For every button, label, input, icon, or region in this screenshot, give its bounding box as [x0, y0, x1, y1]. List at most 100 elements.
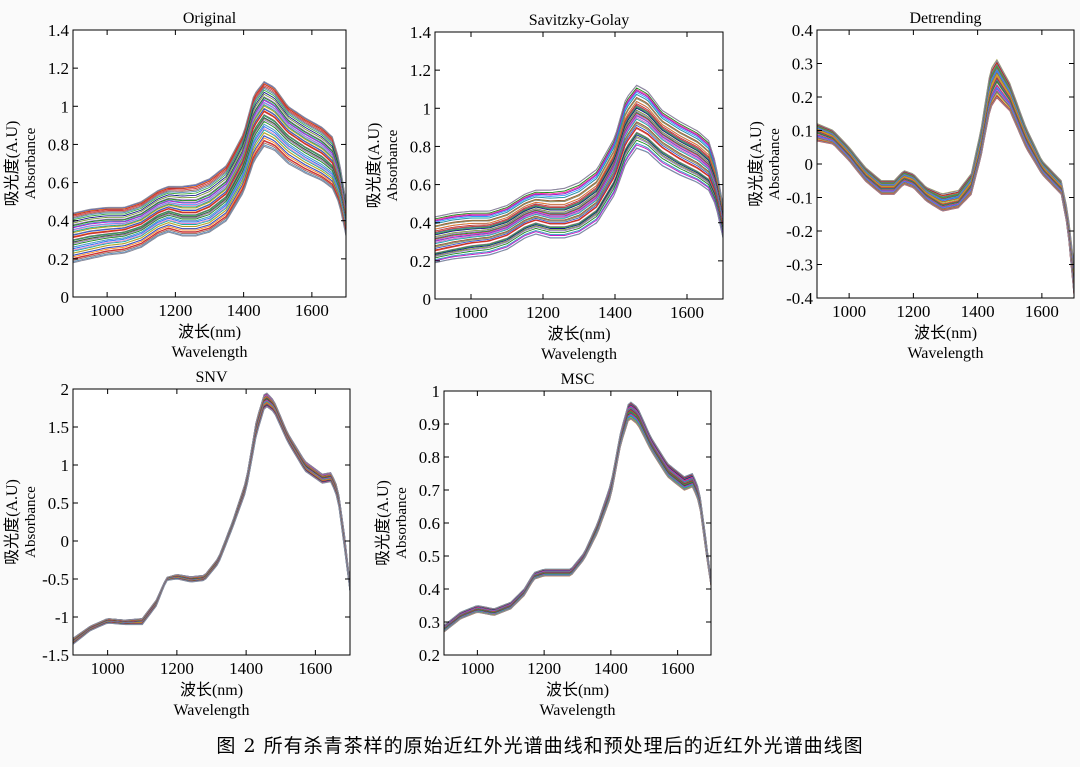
spectrum-line — [435, 109, 723, 238]
spectrum-line — [73, 105, 346, 234]
y-tick-label: 0.5 — [48, 494, 69, 513]
spectrum-line — [73, 142, 346, 261]
y-axis-label-en: Absorbance — [767, 128, 783, 200]
spectrum-line — [817, 81, 1074, 288]
x-axis-label-cn: 波长(nm) — [180, 681, 243, 699]
spectrum-line — [73, 95, 346, 226]
y-tick-label: -0.4 — [786, 289, 813, 308]
y-tick-label: 0.6 — [419, 514, 440, 533]
figure-caption: 图 2 所有杀青茶样的原始近红外光谱曲线和预处理后的近红外光谱曲线图 — [216, 735, 864, 757]
spectrum-line — [73, 123, 346, 248]
plot-area — [73, 30, 346, 297]
spectrum-line — [73, 135, 346, 256]
x-tick-label: 1400 — [229, 659, 263, 678]
plot-area — [73, 389, 350, 655]
x-axis-label-en: Wavelength — [173, 702, 249, 719]
x-tick-label: 1000 — [91, 659, 125, 678]
chart-msc: 1000 1200 1400 1600 0.2 0.3 0.4 0.5 0.6 0.7 0.8 0.9… — [374, 371, 712, 719]
y-axis-label-en: Absorbance — [385, 129, 401, 201]
x-tick-label: 1600 — [298, 659, 332, 678]
chart-title: MSC — [561, 371, 595, 388]
spectrum-line — [435, 93, 723, 225]
y-axis-label-cn: 吸光度(A.U) — [365, 123, 383, 209]
spectrum-line — [73, 86, 346, 218]
envelope-line — [73, 406, 350, 645]
y-tick-label: 0.4 — [419, 580, 441, 599]
x-tick-label: 1200 — [527, 659, 561, 678]
y-tick-label: 0.4 — [410, 214, 432, 233]
spectrum-line — [817, 91, 1074, 293]
spectrum-line — [435, 98, 723, 228]
envelope-line — [444, 418, 711, 633]
y-tick-label: 2 — [61, 380, 70, 399]
y-tick-label: 0.2 — [48, 250, 69, 269]
y-tick-label: 0.6 — [48, 174, 69, 193]
spectrum-line — [73, 117, 346, 244]
spectrum-line — [435, 142, 723, 261]
y-tick-label: 0.2 — [410, 252, 431, 271]
spectrum-line — [435, 127, 723, 251]
spectrum-line — [435, 117, 723, 244]
x-axis-label-cn: 波长(nm) — [547, 325, 610, 343]
spectrum-line — [817, 73, 1074, 282]
y-tick-label: 0.4 — [48, 212, 70, 231]
axes-frame — [434, 31, 724, 300]
x-tick-label: 1200 — [158, 301, 192, 320]
y-tick-label: 1.2 — [410, 61, 431, 80]
y-tick-label: 0.8 — [419, 448, 440, 467]
x-tick-label: 1600 — [1025, 302, 1059, 321]
envelope-line — [73, 80, 346, 214]
x-tick-label: 1200 — [896, 302, 930, 321]
x-tick-label: 1400 — [227, 301, 261, 320]
x-tick-label: 1600 — [295, 301, 329, 320]
chart-original: 1000 1200 1400 1600 0 0.2 0.4 0.6 0.8 1 1.2 1.4 Orig… — [3, 10, 347, 361]
spectrum-line — [73, 93, 346, 224]
spectrum-line — [435, 121, 723, 247]
spectra-lines — [73, 80, 346, 264]
y-tick-label: 0.8 — [410, 137, 431, 156]
spectra-lines — [817, 58, 1074, 296]
plot-area — [444, 391, 711, 655]
y-tick-label: 0.5 — [419, 547, 440, 566]
envelope-line — [817, 96, 1074, 295]
y-tick-label: 0.3 — [792, 55, 813, 74]
spectrum-line — [73, 101, 346, 230]
y-tick-label: 1 — [61, 97, 70, 116]
spectrum-line — [73, 104, 346, 232]
y-tick-label: 0.9 — [419, 415, 440, 434]
spectrum-line — [435, 107, 723, 236]
y-axis-label-en: Absorbance — [394, 487, 410, 559]
y-tick-label: 0.2 — [419, 646, 440, 665]
spectra-lines — [444, 401, 711, 633]
spectrum-line — [435, 103, 723, 232]
spectrum-line — [435, 110, 723, 239]
x-tick-label: 1000 — [832, 302, 866, 321]
envelope-line — [435, 84, 723, 218]
spectrum-line — [435, 96, 723, 227]
spectrum-line — [435, 122, 723, 248]
x-tick-label: 1000 — [460, 659, 494, 678]
y-tick-label: 1 — [423, 99, 432, 118]
spectrum-line — [73, 125, 346, 250]
spectrum-line — [435, 100, 723, 230]
x-axis-label-cn: 波长(nm) — [178, 323, 241, 341]
spectrum-line — [435, 115, 723, 242]
spectrum-line — [73, 87, 346, 219]
spectrum-line — [435, 112, 723, 240]
spectrum-line — [73, 89, 346, 221]
chart-snv: 1000 1200 1400 1600 -1.5 -1 -0.5 0 0.5 1 1.5 2 SNV 波长… — [3, 369, 351, 719]
x-tick-label: 1000 — [90, 301, 124, 320]
y-axis-label-cn: 吸光度(A.U) — [3, 479, 21, 565]
y-axis-label-cn: 吸光度(A.U) — [3, 121, 21, 207]
spectrum-line — [73, 99, 346, 229]
spectrum-line — [817, 86, 1074, 290]
spectrum-line — [435, 127, 723, 252]
spectrum-line — [73, 131, 346, 254]
spectrum-line — [435, 113, 723, 241]
x-tick-label: 1600 — [670, 303, 704, 322]
y-tick-label: -0.2 — [786, 222, 813, 241]
spectrum-line — [73, 137, 346, 258]
y-tick-label: 0.8 — [48, 135, 69, 154]
spectrum-line — [73, 118, 346, 245]
